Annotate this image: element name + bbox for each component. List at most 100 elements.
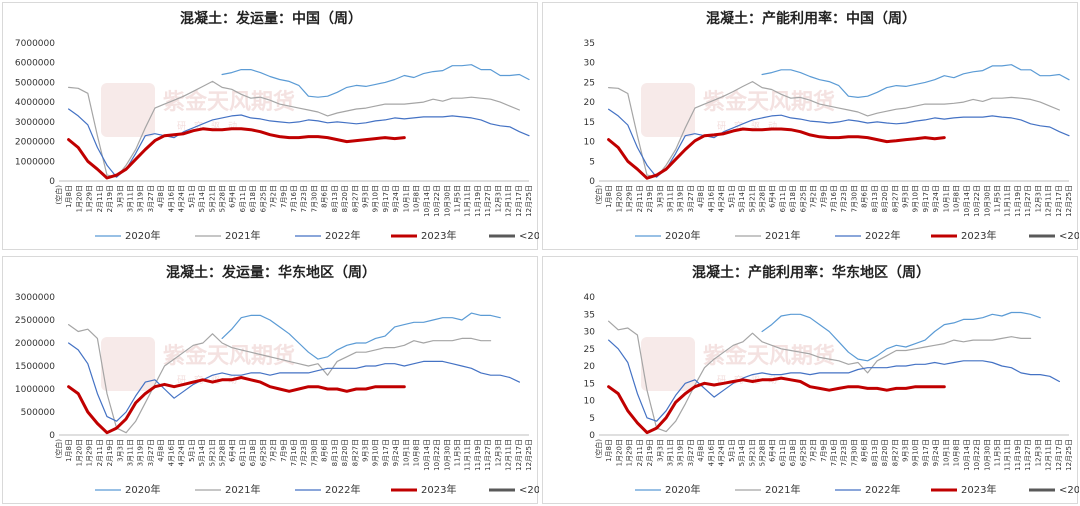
x-tick-label: 8月6日	[861, 439, 869, 462]
x-tick-label: 11月5日	[993, 439, 1001, 466]
x-tick-label: 9月3日	[362, 185, 370, 208]
x-tick-label: 5月21日	[748, 439, 756, 466]
x-tick-label: 9月24日	[932, 439, 940, 466]
x-tick-label: 11月5日	[993, 185, 1001, 212]
y-tick-label: 4000000	[15, 98, 55, 108]
series-line-1	[68, 324, 492, 434]
legend: 2020年 2021年 2022年 2023年 <2020/5/15	[95, 483, 539, 496]
x-tick-label: 7月16日	[290, 439, 298, 466]
x-tick-label: 11月27日	[484, 185, 492, 217]
x-tick-label: 5月14日	[198, 439, 206, 466]
x-tick-label: 12月11日	[1045, 185, 1053, 217]
x-tick-label: 5月14日	[738, 439, 746, 466]
y-tick-label: 1000000	[15, 157, 55, 167]
y-tick-label: 2000000	[15, 138, 55, 148]
legend-label: <2020/5/15	[519, 485, 539, 496]
x-tick-label: 8月20日	[341, 185, 349, 212]
legend-label: 2021年	[765, 483, 800, 496]
x-tick-label: 8月20日	[341, 439, 349, 466]
x-tick-label: 10月1日	[942, 185, 950, 212]
legend: 2020年 2021年 2022年 2023年 <2020/5/15	[635, 229, 1079, 242]
x-tick-label: 4月16日	[167, 439, 175, 466]
y-tick-label: 6000000	[15, 59, 55, 69]
x-tick-label: 8月27日	[891, 185, 899, 212]
legend-label: 2022年	[325, 483, 360, 496]
y-tick-label: 0	[589, 177, 595, 187]
x-tick-label: 11月19日	[474, 185, 482, 217]
y-tick-label: 35	[584, 310, 595, 320]
x-tick-label: 11月27日	[1024, 185, 1032, 217]
x-tick-label: 4月16日	[707, 185, 715, 212]
legend-label: 2023年	[421, 483, 456, 496]
x-tick-label: 7月2日	[810, 185, 818, 208]
legend-label: 2020年	[125, 483, 160, 496]
x-tick-label: 10月30日	[443, 439, 451, 471]
y-tick-label: 1500000	[15, 362, 55, 372]
x-tick-label: 11月11日	[464, 185, 472, 217]
x-tick-label: 8月20日	[881, 185, 889, 212]
x-tick-label: 1月29日	[86, 439, 94, 466]
legend-label: <2020/5/15	[1059, 231, 1079, 242]
x-tick-label: 10月22日	[973, 185, 981, 217]
x-tick-label: 5月1日	[188, 439, 196, 462]
x-tick-label: 4月16日	[167, 185, 175, 212]
x-tick-label: 9月24日	[932, 185, 940, 212]
x-tick-label: 9月17日	[922, 439, 930, 466]
x-tick-label: 8月6日	[321, 439, 329, 462]
x-tick-label: 6月25日	[799, 185, 807, 212]
x-tick-label: 3月3日	[116, 185, 124, 208]
y-tick-label: 3000000	[15, 118, 55, 128]
x-tick-label: 7月9日	[820, 439, 828, 462]
x-tick-label: 9月10日	[372, 439, 380, 466]
x-tick-label: 5月28日	[758, 185, 766, 212]
x-tick-label: 7月16日	[290, 185, 298, 212]
watermark-logo-icon	[641, 83, 695, 137]
x-tick-label: 5月21日	[208, 185, 216, 212]
x-tick-label: 11月19日	[474, 439, 482, 471]
legend-label: 2022年	[325, 229, 360, 242]
x-tick-label: 12月3日	[494, 439, 502, 466]
series-line-3	[67, 127, 406, 180]
series-line-1	[68, 80, 520, 178]
series-line-2	[608, 339, 1060, 422]
x-tick-label: 12月17日	[1055, 439, 1063, 471]
x-tick-label: 9月3日	[902, 439, 910, 462]
y-tick-label: 35	[584, 39, 595, 49]
x-tick-label: 10月8日	[413, 439, 421, 466]
x-tick-label: 6月25日	[259, 439, 267, 466]
x-tick-label: (空白)	[594, 439, 603, 459]
y-tick-label: 0	[49, 177, 55, 187]
x-tick-label: 3月27日	[687, 439, 695, 466]
x-tick-label: 10月14日	[963, 185, 971, 217]
x-tick-label: 10月14日	[963, 439, 971, 471]
legend-label: 2021年	[225, 229, 260, 242]
series-line-0	[221, 64, 530, 98]
watermark-text: 紫金天风期货	[703, 343, 835, 369]
x-tick-label: 10月22日	[433, 185, 441, 217]
x-tick-label: 4月8日	[157, 185, 165, 208]
legend-label: 2021年	[225, 483, 260, 496]
legend-label: <2020/5/15	[1059, 485, 1079, 496]
x-tick-label: 1月29日	[626, 185, 634, 212]
x-tick-label: 11月19日	[1014, 439, 1022, 471]
x-tick-label: 9月24日	[392, 439, 400, 466]
legend-label: 2023年	[421, 229, 456, 242]
y-tick-label: 2000000	[15, 339, 55, 349]
y-tick-label: 1000000	[15, 385, 55, 395]
x-tick-label: 3月3日	[656, 185, 664, 208]
chart-title: 混凝土：产能利用率：华东地区（周）	[692, 264, 930, 281]
watermark-logo-icon	[101, 337, 155, 391]
y-tick-label: 10	[584, 397, 596, 407]
series-line-2	[608, 108, 1070, 178]
x-tick-label: 12月11日	[505, 185, 513, 217]
x-tick-label: 3月19日	[677, 439, 685, 466]
x-tick-label: 1月29日	[86, 185, 94, 212]
series-line-0	[761, 64, 1070, 98]
y-tick-label: 20	[584, 362, 596, 372]
x-tick-label: 6月18日	[249, 185, 257, 212]
x-tick-label: 6月11日	[239, 439, 247, 466]
x-tick-label: 7月9日	[280, 185, 288, 208]
